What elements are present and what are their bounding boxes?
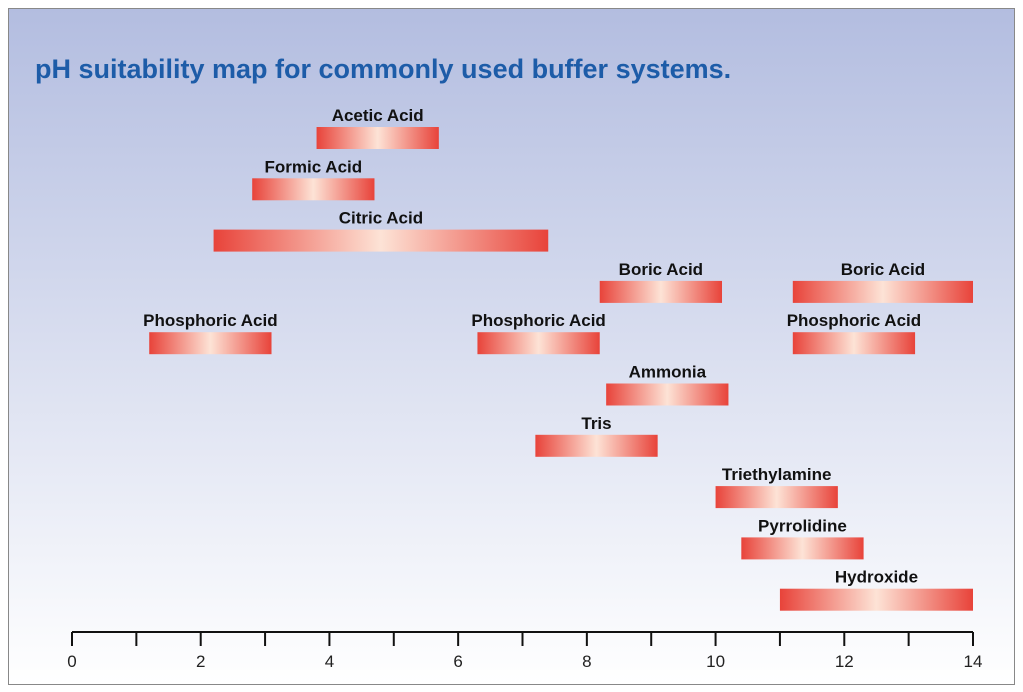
range-bar [792,280,973,303]
range-bar [149,332,272,355]
range-bar [599,280,723,303]
bar-label: Acetic Acid [332,106,424,125]
chart-title: pH suitability map for commonly used buf… [35,54,731,84]
x-tick-label: 14 [964,652,983,671]
x-tick-label: 8 [582,652,591,671]
range-bar [535,434,658,457]
bar-label: Hydroxide [835,568,918,587]
bar-label: Boric Acid [841,260,925,279]
range-bar [741,537,864,560]
x-tick-label: 0 [67,652,76,671]
bar-label: Pyrrolidine [758,516,847,535]
bar-label: Triethylamine [722,465,832,484]
range-bar [715,486,838,509]
range-bar [316,127,439,149]
x-tick-label: 4 [325,652,334,671]
range-bar [606,383,729,406]
x-tick-label: 2 [196,652,205,671]
range-bar [779,588,973,611]
bar-label: Ammonia [629,363,707,382]
range-bar [252,178,375,201]
range-bar [792,332,916,355]
bar-label: Phosphoric Acid [471,311,605,330]
range-bar [477,332,600,355]
bar-label: Phosphoric Acid [143,311,277,330]
range-bar [213,229,549,252]
x-tick-label: 6 [453,652,462,671]
bar-label: Boric Acid [619,260,703,279]
bar-label: Formic Acid [265,157,363,176]
bar-label: Citric Acid [339,209,423,228]
bar-label: Phosphoric Acid [787,311,921,330]
x-tick-label: 12 [835,652,854,671]
x-tick-label: 10 [706,652,725,671]
bar-label: Tris [581,414,611,433]
